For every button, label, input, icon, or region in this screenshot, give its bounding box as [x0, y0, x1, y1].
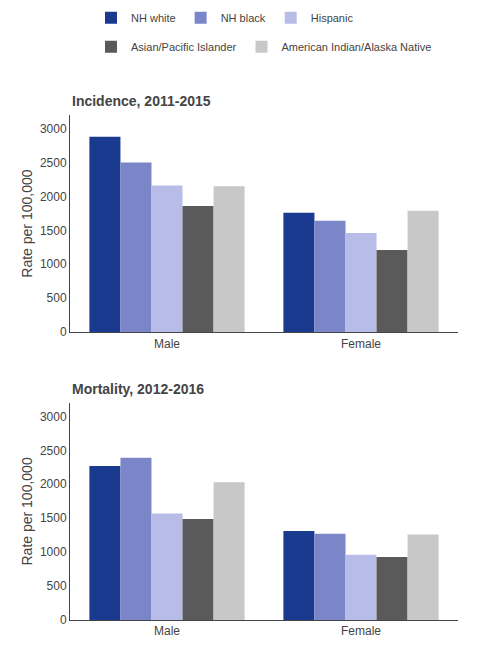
svg-text:1500: 1500	[40, 511, 67, 525]
svg-text:Rate per 100,000: Rate per 100,000	[19, 457, 35, 565]
svg-text:Female: Female	[341, 337, 381, 351]
svg-text:1500: 1500	[40, 224, 67, 238]
svg-text:1000: 1000	[40, 545, 67, 559]
svg-text:3000: 3000	[40, 122, 67, 136]
svg-text:Male: Male	[154, 624, 180, 638]
svg-text:Rate per 100,000: Rate per 100,000	[19, 169, 35, 277]
svg-text:2500: 2500	[40, 156, 67, 170]
svg-text:Female: Female	[341, 624, 381, 638]
svg-text:2000: 2000	[40, 477, 67, 491]
svg-text:500: 500	[47, 579, 67, 593]
svg-text:1000: 1000	[40, 257, 67, 271]
svg-text:0: 0	[60, 613, 67, 627]
svg-text:Mortality, 2012-2016: Mortality, 2012-2016	[72, 381, 204, 397]
svg-text:Male: Male	[154, 337, 180, 351]
svg-text:500: 500	[47, 291, 67, 305]
svg-text:2000: 2000	[40, 190, 67, 204]
svg-text:Incidence, 2011-2015: Incidence, 2011-2015	[72, 93, 211, 109]
svg-text:Asian/Pacific Islander: Asian/Pacific Islander	[131, 41, 236, 53]
svg-text:NH black: NH black	[221, 12, 266, 24]
svg-text:American Indian/Alaska Native: American Indian/Alaska Native	[281, 41, 431, 53]
svg-text:2500: 2500	[40, 444, 67, 458]
svg-text:0: 0	[60, 325, 67, 339]
svg-text:Hispanic: Hispanic	[311, 12, 354, 24]
svg-text:3000: 3000	[40, 410, 67, 424]
svg-text:NH white: NH white	[131, 12, 176, 24]
